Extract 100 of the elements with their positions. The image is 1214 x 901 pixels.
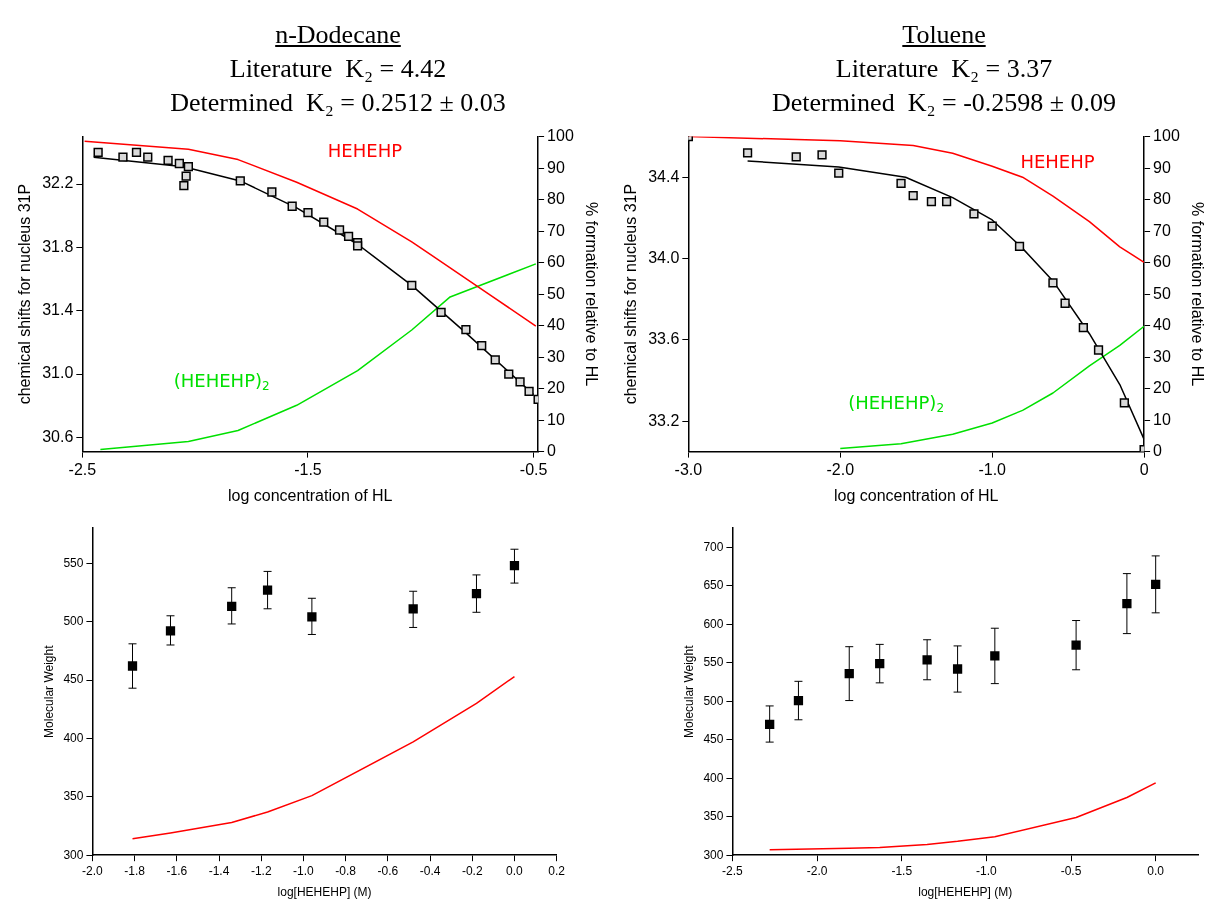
text: Determined K₂ = -0.2598 ± 0.09 bbox=[770, 87, 1118, 119]
x-tick-label: -0.5 bbox=[1060, 863, 1082, 878]
point bbox=[987, 221, 997, 231]
y2-tick-label: 90 bbox=[1153, 158, 1171, 176]
point bbox=[817, 150, 827, 160]
y2-tick-label: 30 bbox=[547, 347, 565, 365]
x-tick-label: -1.8 bbox=[124, 863, 146, 878]
y2-tick-label: 50 bbox=[1153, 284, 1171, 302]
y-tick-label: 650 bbox=[703, 578, 724, 593]
point bbox=[1119, 398, 1129, 408]
point bbox=[118, 152, 128, 162]
y2-tick-label: 20 bbox=[547, 379, 565, 397]
point bbox=[1093, 345, 1104, 355]
y-axis-title: Molecular Weight bbox=[681, 644, 696, 738]
point bbox=[436, 307, 446, 317]
x-tick-label: -2.0 bbox=[806, 863, 828, 878]
y2-tick-label: 80 bbox=[547, 190, 565, 208]
y-tick-label: 500 bbox=[703, 693, 724, 708]
y2-tick-label: 10 bbox=[547, 410, 565, 428]
y-tick-label: 34.4 bbox=[648, 167, 680, 185]
series-label: HEHEHP bbox=[327, 140, 403, 162]
point bbox=[941, 196, 952, 207]
x-tick-label: -1.5 bbox=[294, 460, 322, 478]
y-tick-label: 31.0 bbox=[42, 364, 74, 382]
y-tick-label: 400 bbox=[63, 730, 84, 745]
y2-tick-label: 0 bbox=[1153, 442, 1163, 460]
point bbox=[791, 152, 801, 162]
point bbox=[267, 187, 277, 197]
point bbox=[896, 178, 906, 188]
x-tick-label: -1.6 bbox=[166, 863, 188, 878]
x-tick-label: -2.5 bbox=[68, 460, 97, 478]
point bbox=[504, 369, 514, 379]
y-tick-label: 700 bbox=[703, 539, 724, 554]
point bbox=[93, 147, 103, 158]
y2-tick-label: 70 bbox=[1153, 221, 1171, 239]
point bbox=[165, 626, 176, 636]
y2-tick-label: 90 bbox=[547, 158, 565, 176]
y2-axis-title: % formation relative to HL bbox=[582, 202, 600, 387]
y-axis-title: chemical shifts for nucleus 31P bbox=[622, 183, 640, 405]
x-tick-label: -1.2 bbox=[250, 863, 272, 878]
point bbox=[908, 190, 918, 201]
x-axis-title: log[HEHEHP] (M) bbox=[918, 885, 1013, 900]
chart-subtitle: Literature K₂ = 4.42 bbox=[228, 53, 448, 85]
x-tick-label: -0.6 bbox=[377, 863, 399, 878]
y-tick-label: 32.2 bbox=[42, 174, 74, 192]
point bbox=[524, 386, 534, 397]
y-tick-label: 450 bbox=[63, 672, 84, 687]
y-axis-title: Molecular Weight bbox=[41, 644, 56, 738]
y-tick-label: 400 bbox=[703, 770, 724, 785]
chart-title: n-Dodecane bbox=[275, 20, 401, 49]
y-axis-title: chemical shifts for nucleus 31P bbox=[16, 183, 34, 405]
point bbox=[990, 651, 1000, 661]
point bbox=[515, 377, 525, 387]
x-axis-title: log[HEHEHP] (M) bbox=[277, 885, 372, 900]
text: Determined K₂ = 0.2512 ± 0.03 bbox=[169, 87, 507, 119]
point bbox=[1014, 241, 1025, 251]
point bbox=[181, 171, 191, 181]
y2-tick-label: 60 bbox=[1153, 253, 1171, 271]
y2-tick-label: 60 bbox=[547, 253, 565, 271]
point bbox=[1060, 298, 1070, 308]
y2-tick-label: 100 bbox=[547, 127, 574, 145]
y2-axis-title: % formation relative to HL bbox=[1188, 202, 1206, 387]
x-tick-label: -0.8 bbox=[335, 863, 357, 878]
point bbox=[343, 231, 354, 241]
y-tick-label: 31.8 bbox=[42, 237, 74, 255]
y2-tick-label: 30 bbox=[1153, 347, 1171, 365]
point bbox=[174, 158, 184, 169]
y2-tick-label: 50 bbox=[547, 284, 565, 302]
point bbox=[834, 168, 844, 178]
y-tick-label: 450 bbox=[703, 732, 724, 747]
y2-tick-label: 70 bbox=[547, 221, 565, 239]
chart-subtitle: Literature K₂ = 3.37 bbox=[834, 53, 1054, 85]
point bbox=[307, 612, 317, 622]
y-tick-label: 30.6 bbox=[42, 427, 74, 445]
y2-tick-label: 20 bbox=[1153, 379, 1171, 397]
point bbox=[969, 209, 979, 219]
y-tick-label: 31.4 bbox=[42, 301, 74, 319]
y2-tick-label: 100 bbox=[1153, 127, 1180, 145]
point bbox=[183, 162, 194, 172]
point bbox=[303, 207, 313, 218]
point bbox=[163, 155, 173, 165]
x-tick-label: -3.0 bbox=[674, 460, 703, 478]
x-tick-label: -0.5 bbox=[519, 460, 548, 478]
point bbox=[1078, 322, 1088, 333]
point bbox=[319, 217, 329, 227]
x-tick-label: 0 bbox=[1139, 460, 1149, 478]
series-label: HEHEHP bbox=[1020, 151, 1095, 173]
y-tick-label: 34.0 bbox=[648, 248, 680, 266]
point bbox=[262, 585, 273, 595]
point bbox=[235, 176, 245, 186]
x-tick-label: -0.2 bbox=[461, 863, 483, 878]
x-tick-label: -0.4 bbox=[419, 863, 441, 878]
x-tick-label: -1.0 bbox=[293, 863, 315, 878]
y-tick-label: 600 bbox=[703, 616, 724, 631]
point bbox=[926, 196, 937, 207]
point bbox=[952, 664, 963, 674]
point bbox=[742, 148, 753, 158]
x-axis-title: log concentration of HL bbox=[833, 486, 999, 504]
point bbox=[179, 181, 189, 191]
x-tick-label: -1.0 bbox=[976, 863, 998, 878]
